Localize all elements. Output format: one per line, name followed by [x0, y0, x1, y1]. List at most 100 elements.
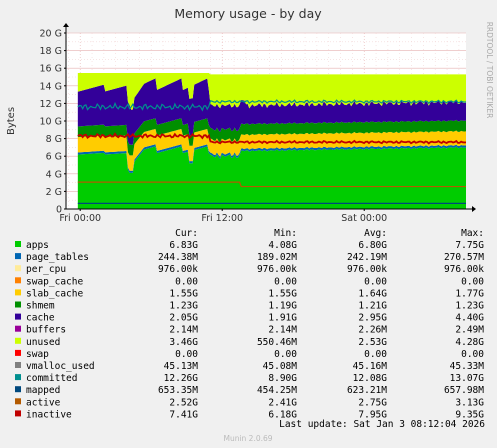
legend-series-name: mapped — [26, 385, 60, 396]
legend-series-name: vmalloc_used — [26, 361, 95, 372]
y-tick-label: 12 G — [40, 99, 62, 110]
legend-series-name: swap_cache — [26, 276, 83, 287]
y-tick-label: 16 G — [40, 64, 62, 75]
legend-value-min: 8.90G — [268, 373, 297, 384]
legend-value-cur: 653.35M — [158, 385, 198, 396]
legend-value-cur: 6.83G — [169, 240, 198, 251]
legend-value-max: 7.75G — [455, 240, 484, 251]
legend-value-cur: 0.00 — [175, 349, 198, 360]
legend-value-avg: 12.08G — [353, 373, 388, 384]
plot-lines — [77, 99, 467, 204]
legend-value-cur: 12.26G — [164, 373, 199, 384]
legend-swatch — [15, 313, 21, 320]
legend-swatch — [15, 253, 21, 260]
legend-series-name: inactive — [26, 409, 72, 420]
legend-swatch — [15, 337, 21, 344]
legend-value-min: 45.08M — [263, 361, 298, 372]
legend-value-max: 4.28G — [455, 337, 484, 348]
legend-series-name: apps — [26, 240, 49, 251]
y-tick-label: 18 G — [40, 46, 62, 57]
legend-swatch — [15, 410, 21, 417]
y-tick-label: 2 G — [46, 187, 62, 198]
legend-value-max: 13.07G — [450, 373, 485, 384]
y-tick-label: 10 G — [40, 117, 62, 128]
y-axis-label: Bytes — [6, 107, 17, 135]
legend-value-min: 2.14M — [268, 325, 297, 336]
area-apps — [77, 146, 466, 209]
legend-value-max: 657.98M — [444, 385, 484, 396]
legend-value-min: 550.46M — [257, 337, 297, 348]
legend-value-max: 45.33M — [450, 361, 485, 372]
legend-value-max: 9.35G — [455, 409, 484, 420]
legend-column-header: Cur: — [175, 228, 198, 239]
legend-swatch — [15, 277, 21, 284]
legend-value-min: 189.02M — [257, 252, 297, 263]
legend-swatch — [15, 386, 21, 393]
legend-value-max: 1.23G — [455, 301, 484, 312]
legend-value-avg: 2.26M — [358, 325, 387, 336]
legend-value-max: 4.40G — [455, 313, 484, 324]
legend-series-name: unused — [26, 337, 60, 348]
legend-value-cur: 45.13M — [164, 361, 199, 372]
legend-value-cur: 1.23G — [169, 301, 198, 312]
legend-series-name: committed — [26, 373, 77, 384]
legend-swatch — [15, 265, 21, 272]
rrdtool-side-label: RRDTOOL / TOBI OETIKER — [485, 22, 494, 119]
legend-column-header: Max: — [461, 228, 484, 239]
x-tick-label: Fri 12:00 — [201, 213, 243, 224]
legend-value-avg: 7.95G — [358, 409, 387, 420]
legend-value-cur: 976.00k — [158, 264, 198, 275]
legend-value-min: 6.18G — [268, 409, 297, 420]
legend-value-max: 2.49M — [455, 325, 484, 336]
legend: Cur: Min: Avg: Max: apps 6.83G 4.08G 6.80G 7.75G… — [15, 228, 484, 420]
area-page_tables — [77, 144, 466, 173]
legend-value-min: 0.00 — [274, 276, 297, 287]
plot-area — [77, 73, 466, 209]
legend-swatch — [15, 325, 21, 332]
legend-value-min: 454.25M — [257, 385, 297, 396]
legend-swatch — [15, 374, 21, 381]
legend-swatch — [15, 289, 21, 296]
area-unused — [77, 73, 466, 110]
y-axis-arrow — [63, 23, 69, 27]
legend-value-avg: 242.19M — [347, 252, 387, 263]
legend-swatch — [15, 349, 21, 356]
legend-value-avg: 976.00k — [347, 264, 387, 275]
legend-series-name: buffers — [26, 325, 66, 336]
legend-series-name: per_cpu — [26, 264, 66, 275]
legend-value-max: 0.00 — [461, 349, 484, 360]
legend-swatch — [15, 362, 21, 368]
y-tick-label: 8 G — [46, 134, 62, 145]
munin-version: Munin 2.0.69 — [223, 434, 272, 443]
area-cache — [77, 78, 466, 145]
legend-value-cur: 1.55G — [169, 288, 198, 299]
x-tick-label: Sat 00:00 — [341, 213, 387, 224]
legend-value-min: 4.08G — [268, 240, 297, 251]
legend-value-cur: 2.14M — [169, 325, 198, 336]
legend-value-avg: 1.21G — [358, 301, 387, 312]
area-slab_cache — [77, 128, 466, 171]
legend-value-cur: 244.38M — [158, 252, 198, 263]
legend-value-cur: 3.46G — [169, 337, 198, 348]
legend-value-max: 0.00 — [461, 276, 484, 287]
legend-value-min: 976.00k — [257, 264, 297, 275]
chart-title: Memory usage - by day — [174, 6, 322, 21]
last-update: Last update: Sat Jan 3 08:12:04 2026 — [279, 419, 485, 430]
legend-value-avg: 2.53G — [358, 337, 387, 348]
legend-column-header: Avg: — [364, 228, 387, 239]
legend-value-cur: 0.00 — [175, 276, 198, 287]
legend-swatch — [15, 241, 21, 247]
legend-value-min: 1.91G — [268, 313, 297, 324]
legend-value-avg: 0.00 — [364, 276, 387, 287]
legend-value-max: 3.13G — [455, 397, 484, 408]
legend-value-min: 0.00 — [274, 349, 297, 360]
area-shmem — [77, 118, 466, 156]
legend-value-avg: 623.21M — [347, 385, 387, 396]
line-active — [77, 181, 466, 188]
legend-value-avg: 1.64G — [358, 288, 387, 299]
legend-series-name: slab_cache — [26, 288, 83, 299]
legend-value-max: 270.57M — [444, 252, 484, 263]
legend-value-max: 976.00k — [444, 264, 484, 275]
